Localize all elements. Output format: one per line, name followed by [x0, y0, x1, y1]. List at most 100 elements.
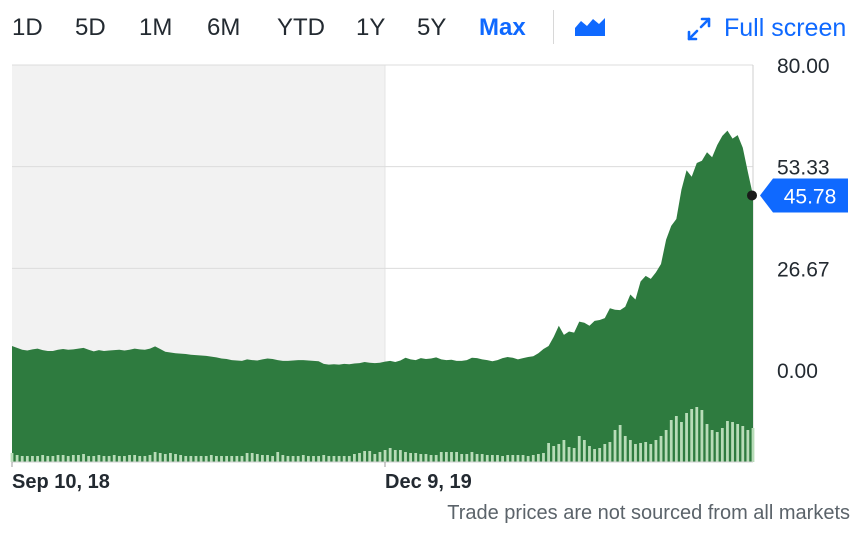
volume-bar	[394, 450, 397, 462]
volume-bar	[271, 456, 274, 462]
volume-bar	[532, 455, 535, 462]
y-tick-label-1: 53.33	[777, 157, 830, 180]
volume-bar	[256, 454, 259, 462]
volume-bar	[46, 456, 49, 462]
volume-bar	[220, 456, 223, 462]
volume-bar	[609, 442, 612, 462]
volume-bar	[251, 453, 254, 462]
volume-bar	[62, 455, 65, 462]
volume-bar	[16, 455, 19, 462]
volume-bar	[501, 456, 504, 462]
volume-bar	[522, 455, 525, 462]
volume-bar	[440, 452, 443, 462]
volume-bar	[164, 454, 167, 462]
volume-bar	[563, 440, 566, 462]
volume-bar	[471, 452, 474, 462]
y-tick-label-2: 26.67	[777, 258, 830, 281]
volume-bar	[225, 456, 228, 462]
volume-bar	[77, 455, 80, 462]
volume-bar	[399, 450, 402, 462]
volume-bar	[72, 455, 75, 462]
volume-bar	[31, 456, 34, 462]
volume-bar	[312, 456, 315, 462]
volume-bar	[685, 413, 688, 462]
volume-bar	[527, 456, 530, 462]
volume-bar	[537, 454, 540, 462]
volume-bar	[491, 455, 494, 462]
volume-bar	[419, 454, 422, 462]
volume-bar	[741, 426, 744, 462]
volume-bar	[660, 436, 663, 462]
volume-bar	[276, 452, 279, 462]
volume-bar	[154, 452, 157, 462]
volume-bar	[496, 455, 499, 462]
volume-bar	[97, 455, 100, 462]
volume-bar	[511, 455, 514, 462]
volume-bar	[603, 444, 606, 462]
current-price-label: 45.78	[784, 185, 837, 208]
volume-bar	[639, 443, 642, 462]
volume-bar	[246, 453, 249, 462]
volume-bar	[21, 456, 24, 462]
volume-bar	[690, 409, 693, 462]
volume-bar	[588, 446, 591, 462]
volume-bar	[695, 407, 698, 462]
volume-bar	[578, 436, 581, 462]
volume-bar	[36, 456, 39, 462]
volume-bar	[210, 455, 213, 462]
volume-bar	[675, 416, 678, 462]
volume-bar	[455, 452, 458, 462]
volume-bar	[506, 455, 509, 462]
volume-bar	[414, 453, 417, 462]
volume-bar	[460, 454, 463, 462]
volume-bar	[409, 453, 412, 462]
volume-bar	[302, 455, 305, 462]
volume-bar	[174, 454, 177, 462]
volume-bar	[552, 446, 555, 462]
volume-bar	[307, 456, 310, 462]
volume-bar	[200, 456, 203, 462]
volume-bar	[736, 424, 739, 462]
volume-bar	[701, 410, 704, 462]
volume-bar	[241, 456, 244, 462]
volume-bar	[430, 455, 433, 462]
volume-bar	[655, 440, 658, 462]
volume-bar	[51, 456, 54, 462]
volume-bar	[82, 454, 85, 462]
volume-bar	[11, 453, 14, 462]
volume-bar	[333, 456, 336, 462]
volume-bar	[230, 456, 233, 462]
volume-bar	[87, 456, 90, 462]
volume-bar	[297, 456, 300, 462]
volume-bar	[644, 442, 647, 462]
volume-bar	[624, 436, 627, 462]
volume-bar	[542, 453, 545, 462]
volume-bar	[103, 456, 106, 462]
volume-bar	[266, 455, 269, 462]
volume-bar	[338, 456, 341, 462]
volume-bar	[159, 453, 162, 462]
volume-bar	[557, 444, 560, 462]
volume-bar	[368, 451, 371, 462]
volume-bar	[189, 456, 192, 462]
volume-bar	[665, 430, 668, 462]
volume-bar	[108, 456, 111, 462]
volume-bar	[670, 420, 673, 462]
volume-bar	[169, 453, 172, 462]
price-chart[interactable]: 80.00 53.33 26.67 0.00 Sep 10, 18 Dec 9, 19 45…	[0, 0, 860, 500]
volume-bar	[118, 456, 121, 462]
volume-bar	[353, 454, 356, 462]
y-tick-label-0: 80.00	[777, 55, 830, 78]
volume-bar	[26, 456, 29, 462]
volume-bar	[450, 452, 453, 462]
volume-bar	[184, 456, 187, 462]
volume-bar	[92, 456, 95, 462]
x-tick-label-0: Sep 10, 18	[12, 471, 110, 493]
volume-bar	[205, 456, 208, 462]
volume-bar	[746, 430, 749, 462]
volume-bar	[726, 421, 729, 462]
volume-bar	[389, 448, 392, 462]
volume-bar	[425, 454, 428, 462]
volume-bar	[680, 422, 683, 462]
volume-bar	[358, 453, 361, 462]
